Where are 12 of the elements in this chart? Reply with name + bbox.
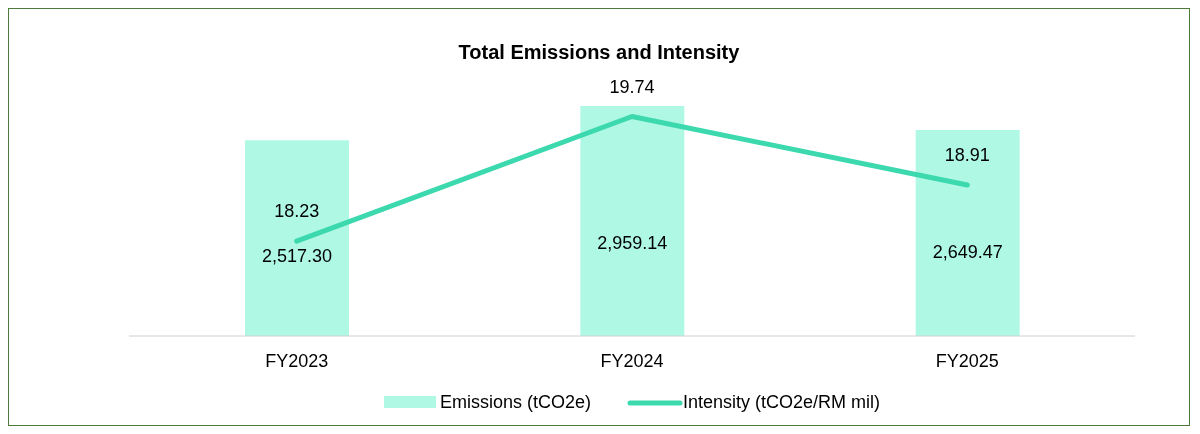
data-label: 18.91 [944, 145, 990, 165]
data-label: 2,959.14 [597, 232, 668, 253]
chart-title: Total Emissions and Intensity [457, 41, 741, 64]
legend-label: Intensity (tCO2e/RM mil) [682, 392, 881, 413]
data-label: 19.74 [609, 76, 655, 97]
data-label: 2,517.30 [261, 245, 333, 266]
data-label: 18.23 [274, 201, 320, 222]
x-tick-label: FY2023 [265, 350, 329, 371]
x-tick-label: FY2025 [935, 350, 999, 371]
data-label: 2,649.47 [932, 241, 1003, 262]
x-tick-label: FY2024 [600, 350, 664, 371]
legend-label: Emissions (tCO2e) [439, 392, 591, 413]
